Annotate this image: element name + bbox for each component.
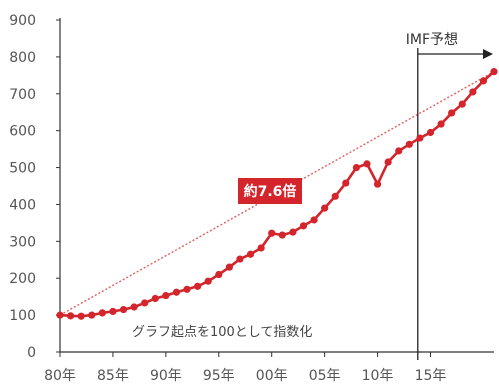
forecast-arrow [417, 49, 493, 59]
data-point [405, 140, 413, 148]
data-point [331, 192, 339, 200]
data-point [458, 100, 466, 108]
y-tick-label: 0 [27, 345, 36, 361]
data-point [130, 303, 138, 311]
series-points [56, 68, 498, 320]
y-tick-label: 300 [9, 234, 36, 250]
data-point [172, 288, 181, 296]
data-point [151, 294, 159, 303]
data-point [225, 263, 233, 271]
x-tick-label: 85年 [97, 368, 129, 384]
data-point [416, 134, 424, 142]
x-tick-label: 15年 [415, 368, 447, 384]
data-point [448, 109, 456, 117]
data-point [194, 282, 202, 290]
x-tick-label: 10年 [362, 368, 394, 384]
data-point [299, 222, 308, 230]
data-point [215, 270, 223, 279]
data-point [204, 277, 212, 285]
data-point [56, 311, 64, 319]
data-point [236, 255, 244, 263]
x-tick-label: 95年 [203, 368, 235, 384]
data-point [268, 229, 276, 237]
x-axis-ticks: 80年 85年 90年 95年 00年 05年 10年 15年 [44, 352, 446, 384]
data-point [77, 312, 85, 320]
x-tick-label: 80年 [44, 368, 76, 384]
data-point [109, 307, 117, 316]
data-point [373, 180, 382, 188]
data-point [278, 231, 286, 239]
data-point [469, 88, 477, 96]
forecast-label: IMF予想 [406, 32, 458, 48]
data-point [162, 291, 170, 300]
y-tick-label: 900 [9, 13, 36, 29]
data-point [183, 285, 191, 293]
data-point [426, 128, 435, 137]
ratio-badge: 約7.6倍 [238, 178, 302, 204]
ratio-badge-text: 約7.6倍 [244, 183, 297, 200]
x-tick-label: 90年 [150, 368, 182, 384]
data-point [119, 305, 128, 314]
data-point [490, 68, 498, 76]
x-tick-label: 00年 [256, 368, 288, 384]
data-point [321, 204, 329, 212]
y-tick-label: 800 [9, 50, 36, 66]
data-point [98, 309, 106, 317]
data-point [395, 147, 403, 155]
data-point [479, 77, 488, 85]
data-point [246, 250, 255, 258]
data-point [352, 163, 360, 172]
data-point [141, 299, 149, 307]
y-tick-label: 500 [9, 161, 36, 177]
data-point [363, 160, 371, 168]
y-tick-label: 400 [9, 197, 36, 213]
data-point [289, 228, 297, 236]
y-tick-label: 100 [9, 308, 36, 324]
y-tick-label: 700 [9, 87, 36, 103]
y-tick-label: 200 [9, 271, 36, 287]
data-point [310, 216, 318, 224]
data-point [437, 120, 445, 128]
y-axis-ticks: 0 100 200 300 400 500 600 700 800 900 [9, 13, 60, 361]
data-point [384, 158, 392, 166]
data-point [88, 311, 96, 319]
index-note: グラフ起点を100として指数化 [132, 325, 312, 340]
data-point [257, 244, 265, 252]
ratio-badge-box [238, 178, 302, 204]
data-point [66, 312, 75, 320]
x-tick-label: 05年 [309, 368, 341, 384]
data-point [342, 179, 350, 187]
y-tick-label: 600 [9, 124, 36, 140]
